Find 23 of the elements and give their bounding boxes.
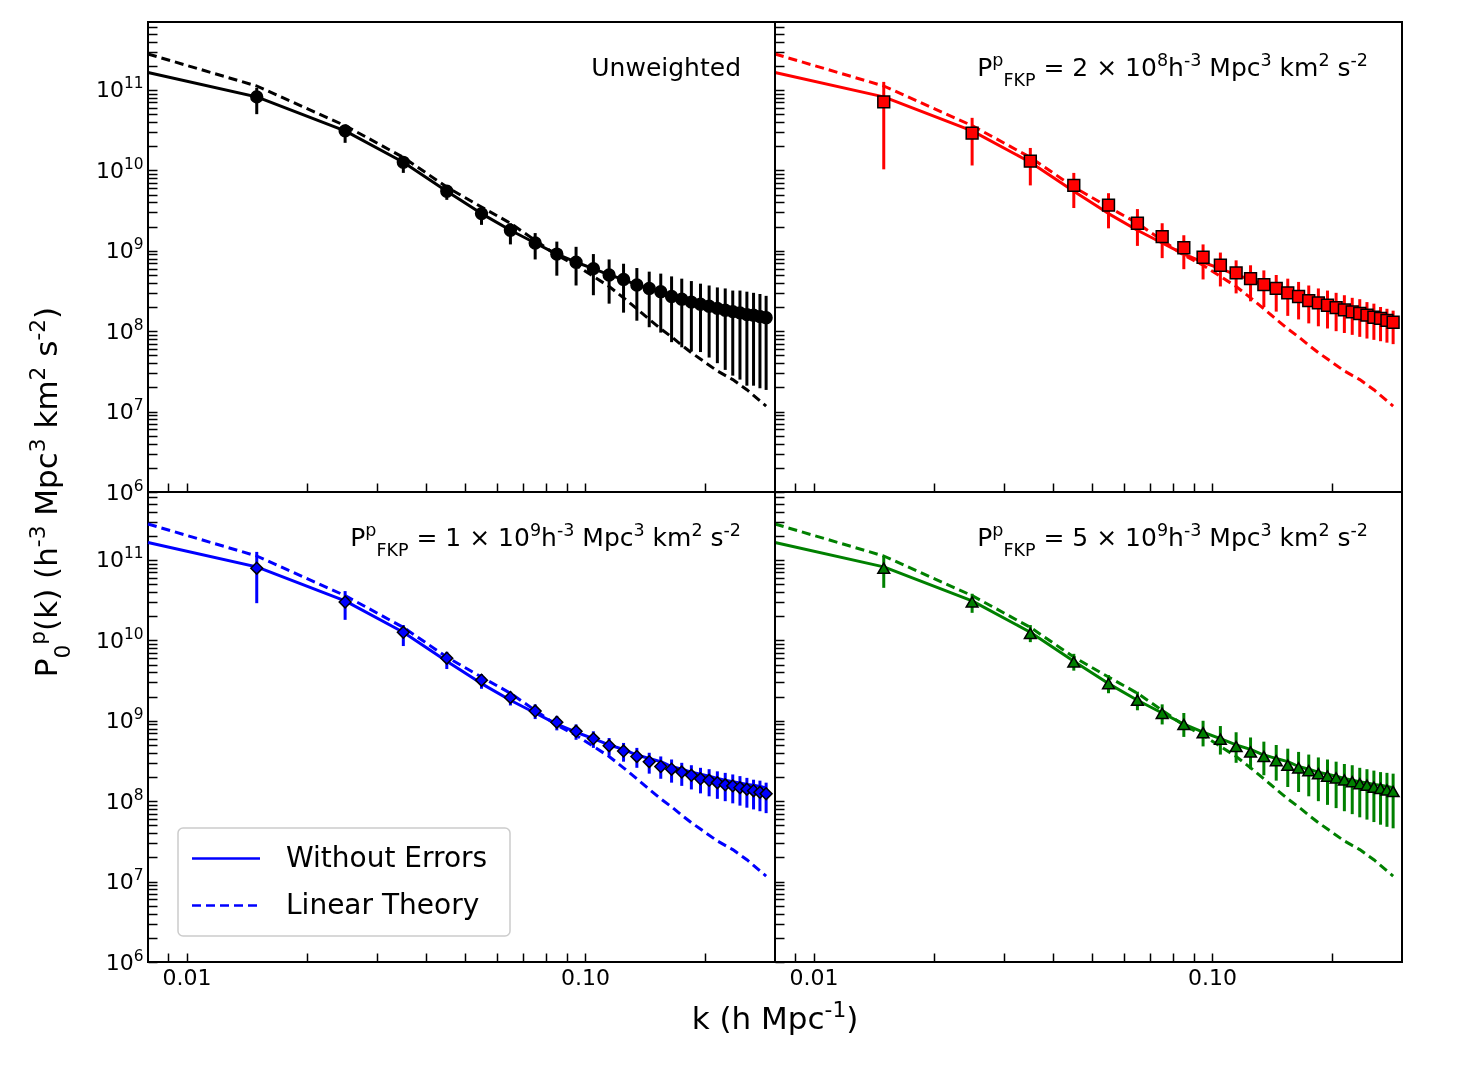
text: P$^{p}$$_{FKP}$ = 1 × 10$^{9}$h$^{-3}$ Mpc$^{3}$ km$^{2}$ s$^{-2}$: [350, 520, 741, 560]
y-tick-label: 10$^{8}$: [105, 315, 144, 344]
text: P$^{p}$$_{FKP}$ = 2 × 10$^{8}$h$^{-3}$ Mpc$^{3}$ km$^{2}$ s$^{-2}$: [977, 50, 1368, 90]
y-tick-label: 10$^{8}$: [105, 785, 144, 814]
y-tick-label: 10$^{10}$: [95, 154, 144, 183]
y-tick-label: 10$^{9}$: [105, 705, 144, 734]
y-tick-label: 10$^{6}$: [105, 946, 144, 975]
x-tick-label: 0.01: [162, 964, 212, 990]
y-tick-label: 10$^{7}$: [105, 866, 144, 895]
y-tick-label: 10$^{9}$: [105, 235, 144, 264]
x-tick-label: 0.01: [789, 964, 839, 990]
annotation: Unweighted: [591, 53, 741, 82]
x-tick-label: 0.10: [560, 964, 610, 990]
x-tick-label: 0.10: [1187, 964, 1237, 990]
legend-label: Linear Theory: [286, 887, 480, 921]
y-tick-label: 10$^{6}$: [105, 476, 144, 505]
x-axis-title: k (h Mpc$^{-1}$): [691, 996, 859, 1036]
y-tick-label: 10$^{11}$: [95, 544, 144, 573]
text: P$^{p}$$_{FKP}$ = 5 × 10$^{9}$h$^{-3}$ Mpc$^{3}$ km$^{2}$ s$^{-2}$: [977, 520, 1368, 560]
legend-label: Without Errors: [286, 840, 488, 874]
y-tick-label: 10$^{7}$: [105, 396, 144, 425]
y-tick-label: 10$^{10}$: [95, 624, 144, 653]
y-tick-label: 10$^{11}$: [95, 74, 144, 103]
